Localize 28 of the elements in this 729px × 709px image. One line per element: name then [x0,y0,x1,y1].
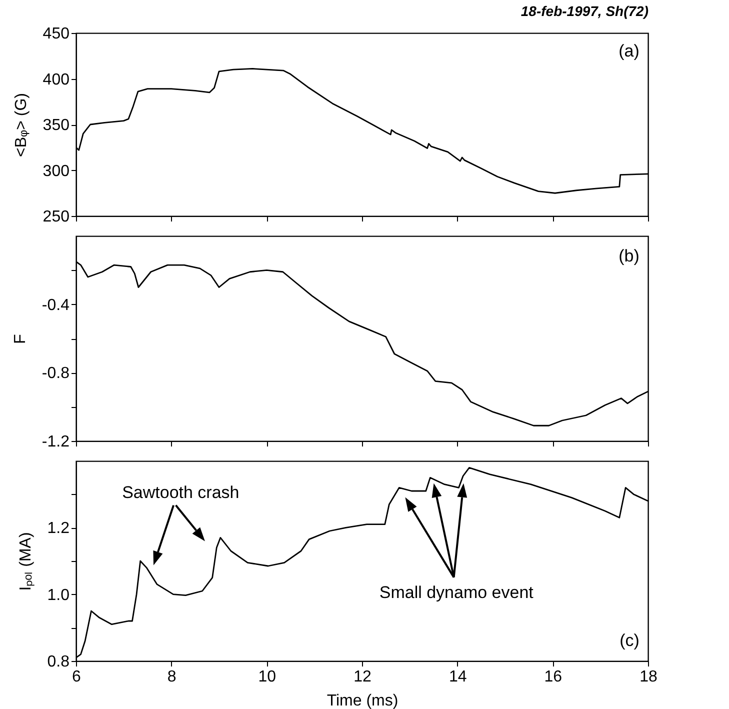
x-axis-title: Time (ms) [326,692,398,709]
y-tick-label: 1.2 [47,520,70,538]
y-axis-title: F [12,334,29,344]
y-axis-title: Iₚₒₗ (MA) [17,532,34,591]
y-axis-title: <Bᵩ> (G) [12,93,30,157]
annotation: Sawtooth crash [122,483,240,502]
x-tick-label: 6 [72,668,82,686]
x-tick-label: 10 [258,668,276,686]
y-tick-label: 400 [42,71,70,88]
y-tick-label: -0.4 [42,296,70,314]
y-tick-label: -0.8 [42,365,70,382]
x-tick-label: 14 [448,668,467,686]
annotation: (b) [618,246,640,266]
annotation: (c) [620,631,640,650]
y-tick-label: 250 [42,208,70,226]
y-tick-label: 1.0 [47,586,70,604]
x-tick-label: 8 [167,668,176,686]
x-tick-label: 18 [640,668,658,686]
y-tick-label: 300 [42,162,70,180]
y-tick-label: 0.8 [47,654,70,670]
y-tick-label: 450 [42,26,70,42]
annotation: (a) [618,41,640,60]
annotation: Small dynamo event [379,583,534,602]
x-tick-label: 12 [354,668,372,686]
y-tick-label: 350 [42,117,70,134]
chart-title: 18-feb-1997, Sh(72) [520,3,649,19]
y-tick-label: -1.2 [42,434,70,450]
x-tick-label: 16 [544,668,562,686]
